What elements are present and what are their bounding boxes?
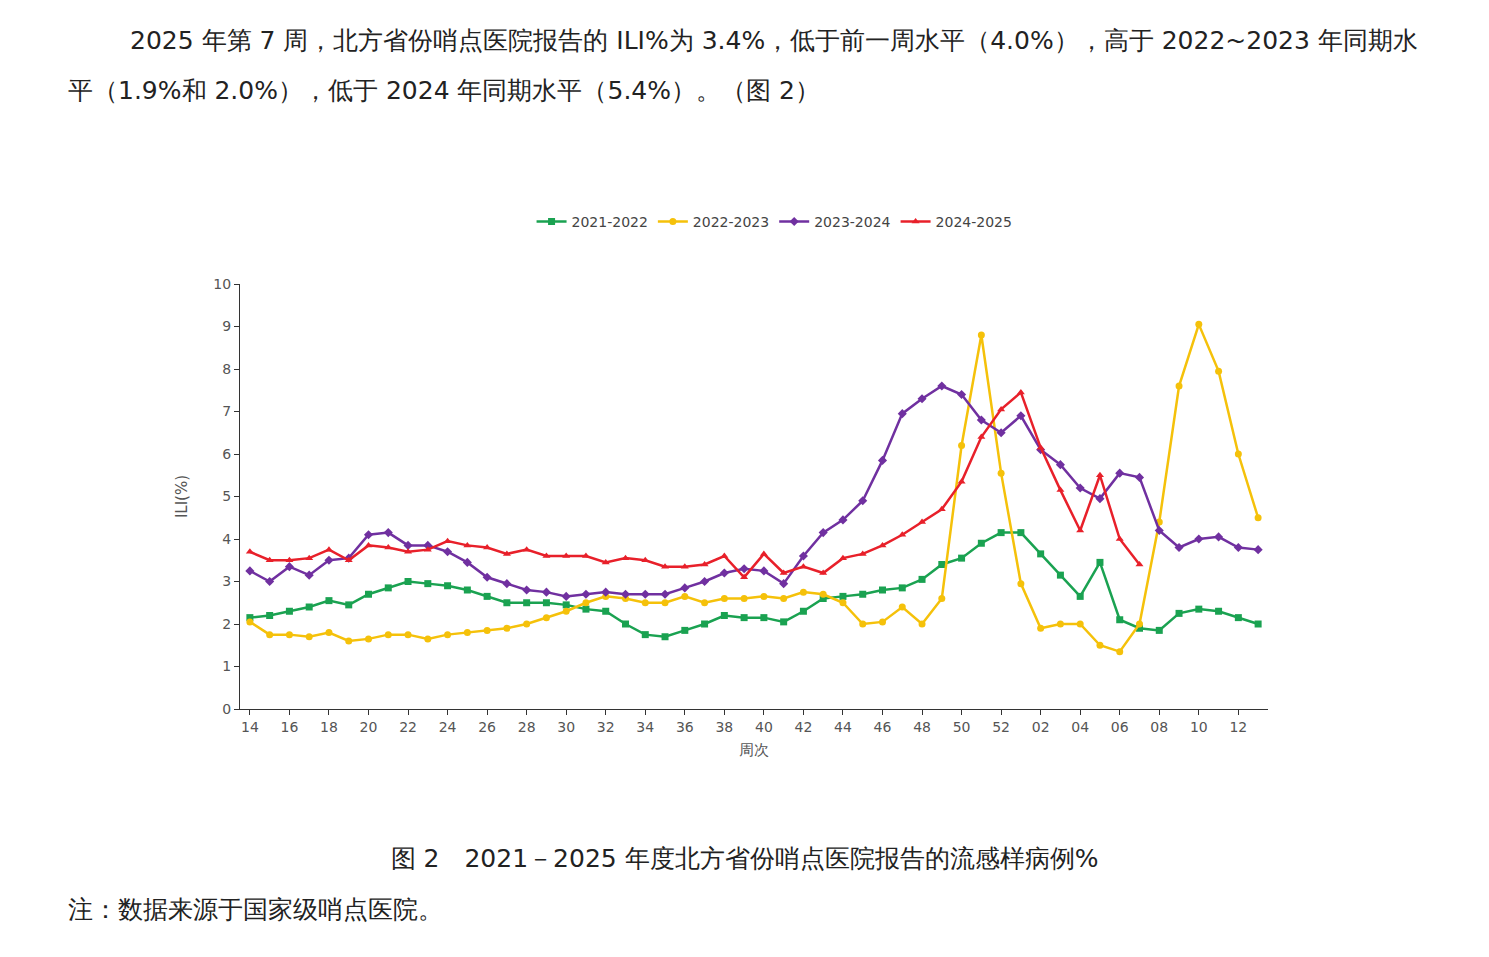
svg-text:8: 8 — [222, 361, 231, 377]
svg-text:40: 40 — [755, 719, 773, 735]
svg-text:2024-2025: 2024-2025 — [936, 214, 1012, 230]
svg-text:36: 36 — [676, 719, 694, 735]
svg-text:44: 44 — [834, 719, 852, 735]
svg-text:26: 26 — [478, 719, 496, 735]
svg-text:04: 04 — [1071, 719, 1089, 735]
svg-text:30: 30 — [557, 719, 575, 735]
svg-text:10: 10 — [213, 276, 231, 292]
svg-text:4: 4 — [222, 531, 231, 547]
svg-text:10: 10 — [1190, 719, 1208, 735]
svg-text:9: 9 — [222, 318, 231, 334]
svg-text:14: 14 — [241, 719, 259, 735]
svg-text:2023-2024: 2023-2024 — [814, 214, 890, 230]
svg-text:34: 34 — [636, 719, 654, 735]
svg-text:52: 52 — [992, 719, 1010, 735]
svg-text:周次: 周次 — [739, 741, 769, 759]
svg-text:6: 6 — [222, 446, 231, 462]
svg-text:46: 46 — [874, 719, 892, 735]
svg-text:42: 42 — [795, 719, 813, 735]
svg-text:12: 12 — [1229, 719, 1247, 735]
svg-text:1: 1 — [222, 658, 231, 674]
svg-text:08: 08 — [1150, 719, 1168, 735]
svg-text:3: 3 — [222, 573, 231, 589]
svg-text:18: 18 — [320, 719, 338, 735]
svg-text:ILI(%): ILI(%) — [173, 475, 191, 518]
svg-text:22: 22 — [399, 719, 417, 735]
svg-text:48: 48 — [913, 719, 931, 735]
svg-text:7: 7 — [222, 403, 231, 419]
svg-text:28: 28 — [518, 719, 536, 735]
svg-text:50: 50 — [953, 719, 971, 735]
html-text:图 2 2021－2025 年度北方省份哨点医院报告的流感样: 图 2 2021－2025 年度北方省份哨点医院报告的流感样病例% — [390, 844, 1099, 873]
svg-text:32: 32 — [597, 719, 615, 735]
svg-text:38: 38 — [715, 719, 733, 735]
svg-text:2022-2023: 2022-2023 — [693, 214, 769, 230]
svg-text:16: 16 — [281, 719, 299, 735]
svg-text:5: 5 — [222, 488, 231, 504]
svg-text:02: 02 — [1032, 719, 1050, 735]
svg-text:06: 06 — [1111, 719, 1129, 735]
svg-text:2021-2022: 2021-2022 — [572, 214, 648, 230]
svg-text:2: 2 — [222, 616, 231, 632]
html-text:2025 年第 7 周，北方省份哨点医院报告的 ILI%为: 2025 年第 7 周，北方省份哨点医院报告的 ILI%为 3.4%，低于前一周… — [68, 26, 1418, 105]
svg-text:20: 20 — [360, 719, 378, 735]
svg-text:0: 0 — [222, 701, 231, 717]
html-text:注：数据来源于国家级哨点医院。: 注：数据来源于国家级哨点医院。 — [68, 895, 443, 924]
svg-text:24: 24 — [439, 719, 457, 735]
